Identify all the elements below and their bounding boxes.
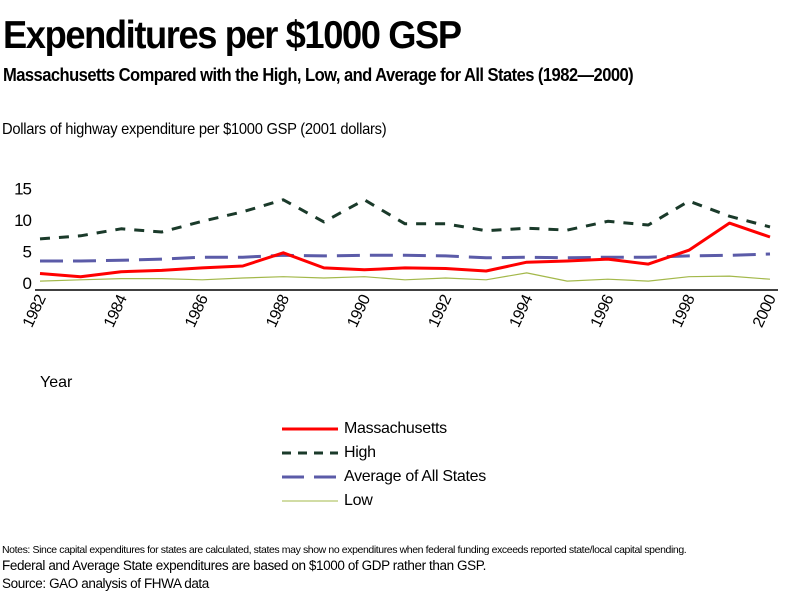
x-tick-label: 1992 xyxy=(426,292,456,330)
x-tick-label: 1986 xyxy=(182,292,212,330)
legend-label: Massachusetts xyxy=(344,420,447,437)
legend-label: Average of All States xyxy=(344,468,486,485)
notes: Notes: Since capital expenditures for st… xyxy=(2,543,687,593)
legend-swatch-average xyxy=(282,475,338,479)
note-capital-expenditures: Notes: Since capital expenditures for st… xyxy=(2,544,687,556)
note-source: Source: GAO analysis of FHWA data xyxy=(2,576,209,591)
series-line-low xyxy=(39,272,771,282)
x-tick-label: 1988 xyxy=(263,292,293,330)
y-axis-caption: Dollars of highway expenditure per $1000… xyxy=(2,121,387,138)
series-line-average-of-all-states xyxy=(40,252,771,263)
legend-swatch-high xyxy=(282,451,338,455)
legend-label: Low xyxy=(344,492,373,509)
x-axis-label: Year xyxy=(40,374,73,391)
x-tick-label: 1982 xyxy=(20,292,50,330)
series-line-massachusetts xyxy=(39,221,771,279)
y-tick-label: 0 xyxy=(23,274,32,293)
legend-swatch-low xyxy=(282,500,338,502)
x-tick-label: 1998 xyxy=(669,292,699,330)
y-tick-label: 10 xyxy=(14,211,31,230)
series-line-high xyxy=(39,198,771,241)
y-tick-label: 15 xyxy=(14,180,31,199)
series-layer xyxy=(39,198,771,282)
note-gdp-basis: Federal and Average State expenditures a… xyxy=(2,558,486,573)
x-tick-label: 1990 xyxy=(344,292,374,330)
chart-title: Expenditures per $1000 GSP xyxy=(3,14,462,57)
x-tick-label: 2000 xyxy=(750,292,780,330)
x-tick-label: 1984 xyxy=(101,292,131,330)
x-axis-ticks: 1982 1984 1986 1988 1990 1992 1994 1996 1998 2000 xyxy=(20,292,780,330)
x-tick-label: 1994 xyxy=(507,292,537,330)
x-tick-label: 1996 xyxy=(588,292,618,330)
y-tick-label: 5 xyxy=(23,243,32,262)
legend-label: High xyxy=(344,444,376,461)
legend-swatch-massachusetts xyxy=(282,427,338,431)
chart-subtitle: Massachusetts Compared with the High, Lo… xyxy=(3,65,634,85)
y-axis-ticks: 0 5 10 15 xyxy=(14,180,32,294)
